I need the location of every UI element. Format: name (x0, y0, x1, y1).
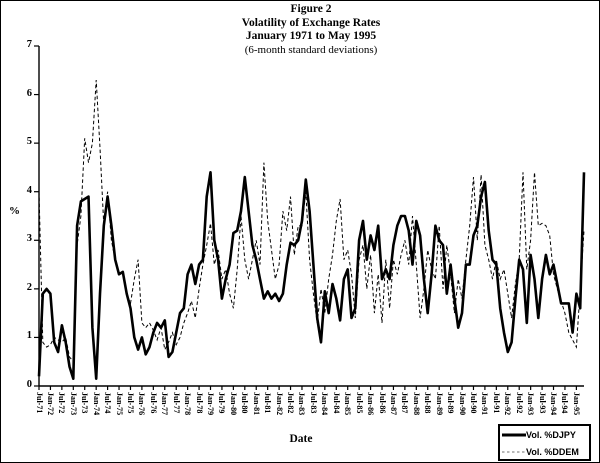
x-axis-title: Date (289, 433, 313, 445)
x-tick-label: Jan-78 (183, 392, 193, 416)
x-tick-label: Jan-92 (503, 392, 513, 416)
x-tick-label: Jul-92 (514, 392, 524, 414)
legend-label-ddem: Vol. %DDEM (526, 447, 579, 457)
x-tick-label: Jul-71 (34, 392, 44, 414)
x-tick-label: Jul-88 (423, 392, 433, 414)
legend-item-djpy: Vol. %DJPY (500, 427, 589, 443)
x-tick-label: Jul-91 (491, 392, 501, 414)
x-tick-label: Jul-86 (377, 392, 387, 414)
x-tick-label: Jul-89 (446, 392, 456, 414)
x-tick-label: Jan-89 (434, 392, 444, 416)
x-tick-label: Jan-93 (526, 392, 536, 416)
x-tick-label: Jul-80 (240, 392, 250, 414)
x-tick-label: Jul-90 (468, 392, 478, 414)
legend-item-ddem: Vol. %DDEM (500, 444, 589, 460)
x-tick-label: Jan-95 (571, 392, 581, 416)
x-tick-label: Jul-85 (354, 392, 364, 414)
y-tick-label: 2 (26, 281, 32, 293)
x-tick-label: Jan-88 (411, 392, 421, 416)
axis-tick-marks (34, 45, 577, 390)
x-tick-label: Jan-75 (114, 392, 124, 416)
x-tick-label: Jan-87 (388, 392, 398, 416)
ddem-line-swatch (502, 445, 526, 459)
x-tick-label: Jan-80 (228, 392, 238, 416)
y-axis-title: % (9, 205, 20, 217)
x-tick-label: Jul-77 (171, 392, 181, 414)
x-tick-label: Jul-72 (57, 392, 67, 414)
x-tick-label: Jan-85 (343, 392, 353, 416)
y-tick-label: 7 (26, 39, 32, 50)
x-tick-label: Jan-83 (297, 392, 307, 416)
x-tick-label: Jan-91 (480, 392, 490, 416)
x-tick-label: Jul-81 (263, 392, 273, 414)
x-tick-label: Jan-94 (549, 392, 558, 416)
x-tick-label: Jul-76 (148, 392, 158, 414)
x-tick-label: Jan-81 (251, 392, 261, 416)
figure-label: Figure 2 (290, 3, 332, 15)
x-tick-label: Jan-76 (137, 392, 147, 416)
y-tick-label: 0 (26, 379, 32, 390)
djpy-line-swatch (502, 428, 526, 442)
x-tick-label: Jan-73 (68, 392, 78, 416)
x-tick-label: Jul-82 (286, 392, 296, 414)
y-tick-label: 4 (26, 184, 32, 196)
x-tick-label: Jan-74 (91, 392, 101, 416)
x-tick-label: Jul-75 (125, 392, 135, 414)
y-tick-label: 1 (26, 330, 32, 342)
x-tick-label: Jan-77 (160, 392, 170, 416)
x-tick-label: Jan-79 (206, 392, 215, 416)
x-tick-label: Jul-87 (400, 392, 410, 414)
y-tick-label: 5 (26, 136, 32, 148)
x-tick-label: Jul-93 (537, 392, 547, 414)
legend-label-djpy: Vol. %DJPY (526, 430, 576, 440)
x-tick-label: Jul-79 (217, 392, 227, 414)
chart-note: (6-month standard deviations) (244, 43, 378, 56)
x-tick-label: Jul-73 (80, 392, 90, 414)
x-tick-label: Jan-86 (366, 392, 376, 416)
x-tick-label: Jan-82 (274, 392, 284, 416)
chart-subtitle: January 1971 to May 1995 (245, 30, 377, 42)
x-tick-label: Jul-84 (331, 392, 341, 414)
x-tick-label: Jul-83 (308, 392, 318, 414)
x-tick-label: Jul-78 (194, 392, 204, 414)
x-tick-label: Jul-94 (560, 392, 570, 414)
x-tick-label: Jan-90 (457, 392, 467, 416)
x-tick-label: Jan-84 (320, 392, 330, 416)
series-djpy-line (37, 171, 586, 381)
x-tick-label: Jan-72 (45, 392, 55, 416)
title-block: Figure 2 Volatility of Exchange Rates Ja… (91, 3, 531, 57)
series-ddem-line (38, 79, 585, 364)
x-tick-label: Jul-74 (103, 392, 113, 414)
y-tick-label: 3 (26, 233, 32, 245)
y-tick-label: 6 (26, 87, 32, 99)
axis-lines (38, 46, 584, 387)
chart-title: Volatility of Exchange Rates (241, 16, 381, 29)
legend-box: Vol. %DJPY Vol. %DDEM (498, 424, 591, 461)
